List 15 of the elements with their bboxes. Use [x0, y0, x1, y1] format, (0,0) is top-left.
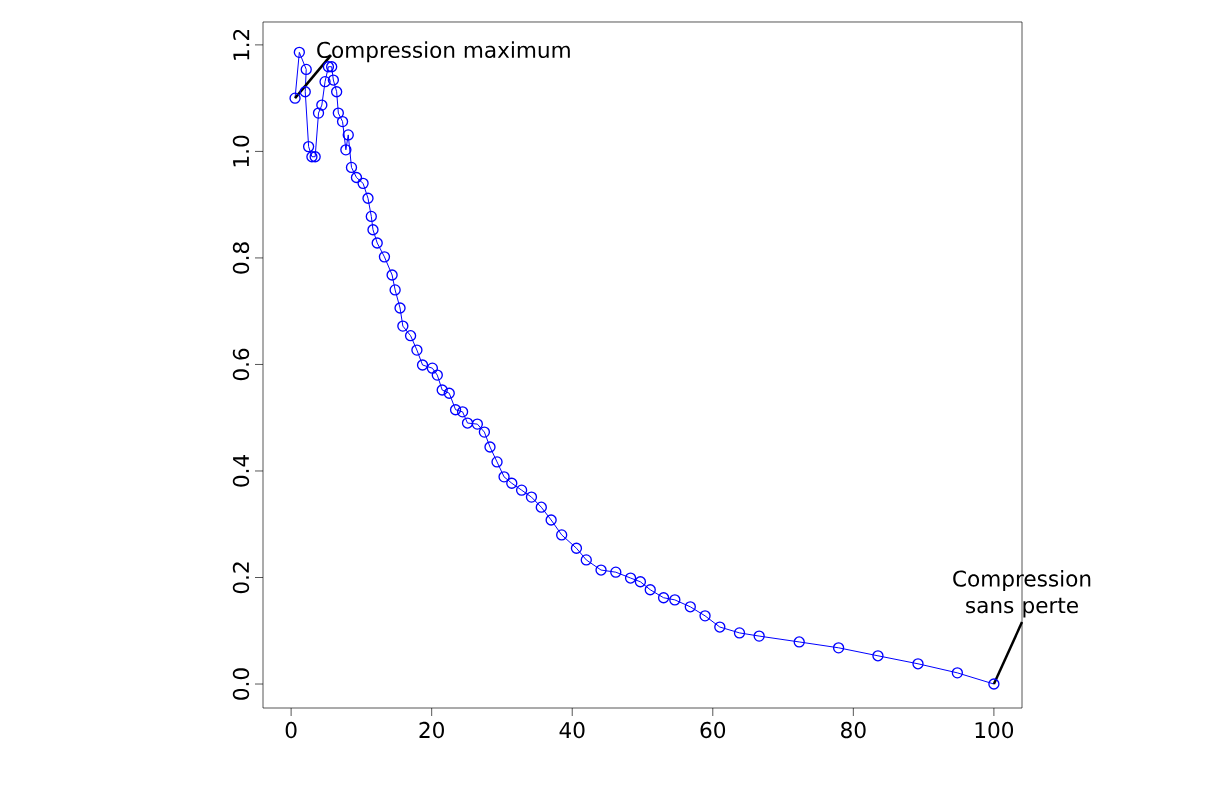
- annotation: Compression maximum: [317, 41, 570, 63]
- annotation: Compression sans perte: [953, 570, 1091, 618]
- y-tick-label: 1.2: [233, 29, 250, 60]
- x-tick-label: 60: [700, 721, 726, 739]
- y-tick-label: 0.8: [232, 242, 250, 274]
- y-tick-label: 0.0: [232, 668, 250, 700]
- y-tick-label: 0.2: [232, 562, 250, 594]
- y-tick-label: 1.0: [232, 135, 250, 167]
- x-tick-label: 20: [419, 721, 444, 739]
- x-tick-label: 100: [975, 721, 1014, 739]
- x-tick-label: 80: [841, 721, 866, 739]
- y-tick-label: 0.4: [232, 455, 250, 487]
- x-tick-label: 0: [285, 721, 297, 739]
- x-tick-label: 40: [559, 721, 585, 739]
- y-tick-label: 0.6: [232, 348, 250, 381]
